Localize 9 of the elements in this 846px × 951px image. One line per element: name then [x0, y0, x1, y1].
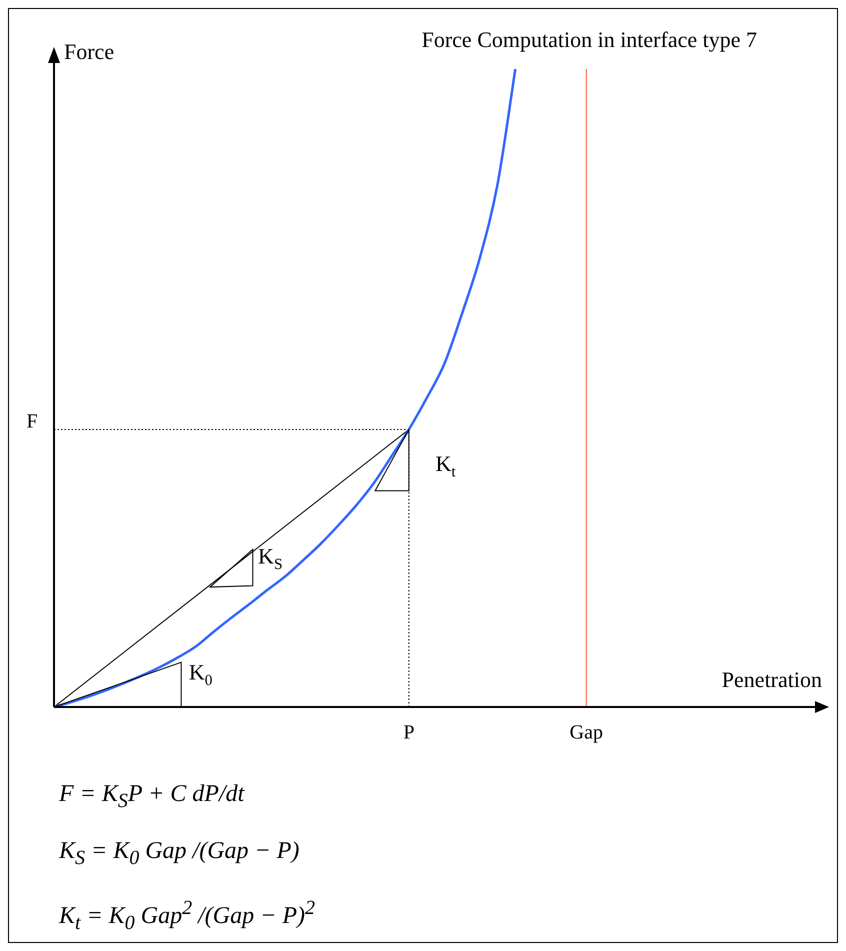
- text: F = K$_{S}$P + C dP/dt: [59, 780, 246, 814]
- x-tick-label: P: [403, 721, 414, 744]
- x-axis-title: Penetration: [722, 667, 822, 692]
- x-tick-label: Gap: [570, 721, 603, 744]
- text: K$_{t}$ = K$_{0}$ Gap$^{2}$ /(Gap − P)$^{2}$: [59, 896, 316, 936]
- text: K$_{S}$ = K$_{0}$ Gap /(Gap − P): [59, 836, 300, 871]
- chart-title: Force Computation in interface type 7: [422, 27, 758, 52]
- ref-line-label: F: [26, 410, 38, 432]
- y-axis-title: Force: [64, 39, 114, 64]
